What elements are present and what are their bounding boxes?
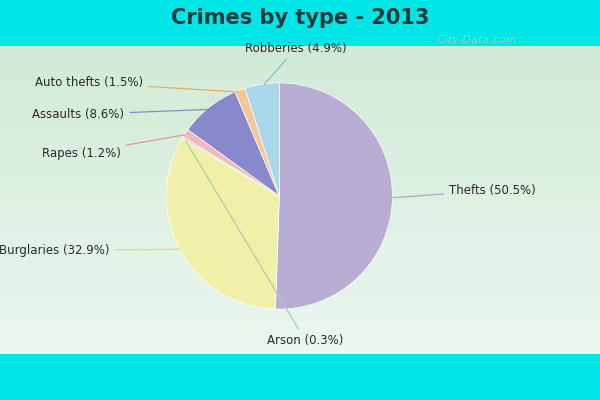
Text: City-Data.com: City-Data.com (430, 35, 517, 45)
Wedge shape (245, 83, 280, 196)
Wedge shape (235, 88, 280, 196)
Wedge shape (275, 83, 392, 309)
Wedge shape (183, 130, 280, 196)
Text: Rapes (1.2%): Rapes (1.2%) (42, 135, 184, 160)
Wedge shape (182, 137, 280, 196)
Wedge shape (166, 138, 280, 309)
Text: Arson (0.3%): Arson (0.3%) (186, 141, 344, 347)
Text: Burglaries (32.9%): Burglaries (32.9%) (0, 244, 179, 257)
Text: Thefts (50.5%): Thefts (50.5%) (393, 184, 536, 198)
Text: Auto thefts (1.5%): Auto thefts (1.5%) (35, 76, 238, 92)
Wedge shape (188, 92, 280, 196)
Text: Assaults (8.6%): Assaults (8.6%) (32, 108, 208, 121)
Text: Crimes by type - 2013: Crimes by type - 2013 (171, 8, 429, 28)
Text: Robberies (4.9%): Robberies (4.9%) (245, 42, 347, 84)
